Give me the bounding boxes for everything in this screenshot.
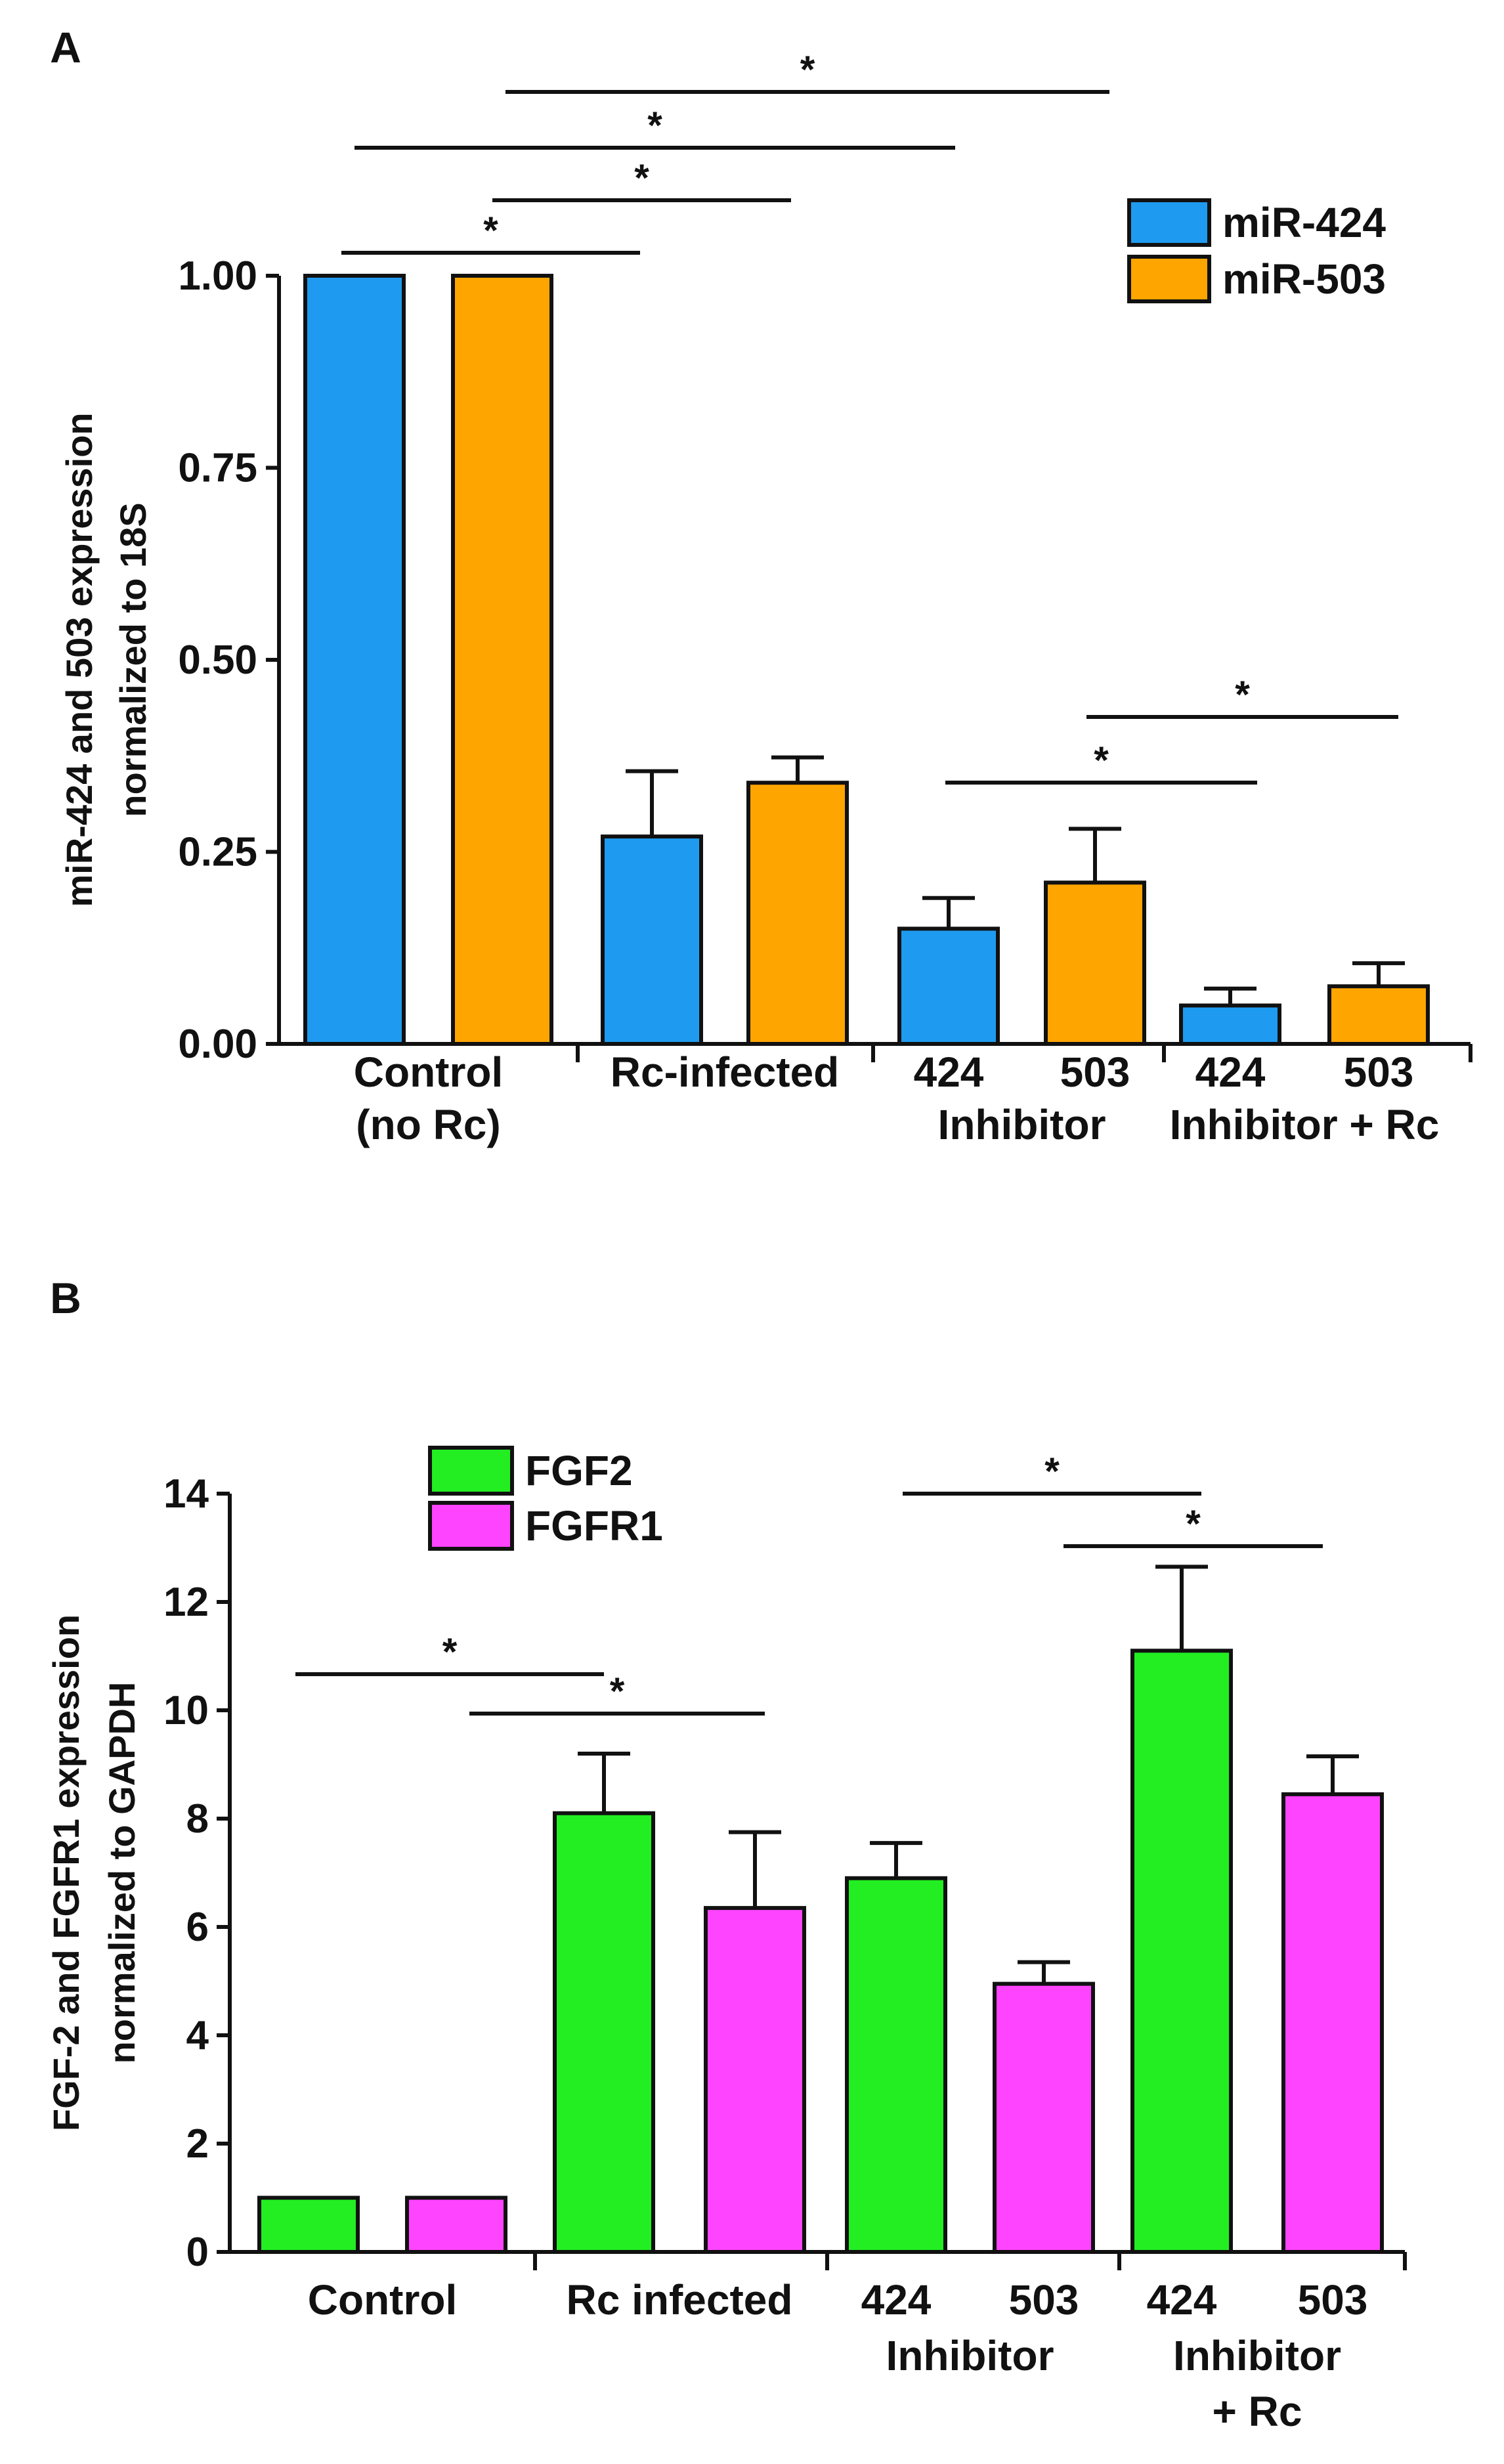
category-label: + Rc: [1213, 2388, 1302, 2435]
panel-letter: A: [50, 23, 81, 72]
category-label: Rc-infected: [611, 1048, 840, 1096]
significance-star: *: [1094, 739, 1109, 782]
bar-mir-503-0: [451, 274, 553, 1046]
y-tick-label: 0.25: [178, 830, 257, 875]
y-axis-title: FGF-2 and FGFR1 expression normalized to …: [45, 1614, 142, 2131]
category-label: 424: [861, 2276, 932, 2324]
legend-label: FGF2: [525, 1447, 633, 1494]
category-label: (no Rc): [356, 1101, 500, 1148]
significance-star: *: [800, 49, 815, 91]
category-label: 503: [1060, 1048, 1130, 1096]
chart-panel-b: B 0 2 4 6 8 10 12 14 FGF-2 and FGFR1 expression no…: [45, 1274, 1407, 2435]
y-axis-title: miR-424 and 503 expression normalized to …: [58, 412, 154, 907]
category-label: Inhibitor: [1173, 2332, 1341, 2379]
legend-swatch-mir-424: [1127, 198, 1211, 247]
category-label: 503: [1344, 1048, 1414, 1096]
significance-star: *: [647, 104, 662, 147]
y-tick-label: 8: [186, 1796, 209, 1842]
legend-label: miR-424: [1222, 199, 1386, 246]
y-axis-title-line: miR-424 and 503 expression: [58, 412, 100, 907]
bar-mir-424-0: [303, 274, 406, 1046]
bar-mir-503-1: [746, 781, 849, 1046]
y-tick-label: 4: [186, 2013, 209, 2058]
y-tick-label: 10: [163, 1688, 209, 1733]
bar-fgf2-3: [1130, 1649, 1233, 2254]
category-label: Control: [308, 2276, 458, 2324]
legend-swatch-mir-503: [1127, 255, 1211, 303]
category-label: Control: [354, 1048, 504, 1096]
bar-mir-424-3: [1179, 1003, 1281, 1046]
y-tick-label: 0.50: [178, 638, 257, 683]
y-tick-label: 12: [163, 1580, 209, 1625]
bar-fgf2-0: [257, 2195, 360, 2254]
bar-fgfr1-0: [405, 2195, 507, 2254]
bar-mir-503-3: [1327, 984, 1430, 1046]
y-tick-label: 14: [163, 1471, 209, 1517]
y-tick-label: 0.75: [178, 446, 257, 491]
panel-letter: B: [50, 1274, 81, 1322]
category-label: Inhibitor: [886, 2332, 1054, 2379]
y-axis-title-line: normalized to 18S: [112, 502, 154, 817]
y-tick-label: 0.00: [178, 1022, 257, 1067]
significance-star: *: [483, 209, 498, 252]
bar-fgfr1-1: [704, 1906, 806, 2254]
bar-fgf2-2: [845, 1876, 947, 2254]
category-label: 503: [1009, 2276, 1079, 2324]
bar-mir-424-2: [897, 926, 1000, 1046]
bar-mir-503-2: [1044, 880, 1146, 1047]
category-label: Inhibitor + Rc: [1170, 1101, 1440, 1148]
significance-star: *: [634, 157, 649, 200]
legend-label: FGFR1: [525, 1502, 663, 1549]
legend-swatch-fgfr1: [428, 1501, 514, 1551]
significance-star: *: [1044, 1450, 1060, 1493]
category-label: 424: [914, 1048, 984, 1096]
significance-star: *: [1235, 674, 1250, 716]
bar-fgf2-1: [553, 1811, 655, 2254]
category-label: 424: [1147, 2276, 1217, 2324]
y-tick-label: 2: [186, 2121, 209, 2167]
significance-star: *: [1186, 1503, 1201, 1545]
chart-panel-a: A 0.00 0.25 0.50 0.75 1.00 miR-424 and 503 exp…: [50, 23, 1472, 1148]
bar-mir-424-1: [601, 834, 703, 1046]
bar-fgfr1-3: [1281, 1792, 1384, 2254]
category-label: Inhibitor: [938, 1101, 1106, 1148]
category-label: 503: [1298, 2276, 1368, 2324]
y-axis-title-line: FGF-2 and FGFR1 expression: [45, 1614, 87, 2131]
legend-label: miR-503: [1222, 255, 1386, 303]
bar-fgfr1-2: [993, 1981, 1095, 2254]
y-tick-label: 0: [186, 2230, 209, 2275]
category-label: Rc infected: [567, 2276, 793, 2324]
y-axis-title-line: normalized to GAPDH: [101, 1682, 142, 2064]
y-tick-label: 1.00: [178, 253, 257, 299]
y-tick-label: 6: [186, 1905, 209, 1950]
significance-star: *: [610, 1670, 625, 1713]
category-label: 424: [1195, 1048, 1266, 1096]
significance-star: *: [442, 1631, 458, 1674]
legend-swatch-fgf2: [428, 1446, 514, 1496]
